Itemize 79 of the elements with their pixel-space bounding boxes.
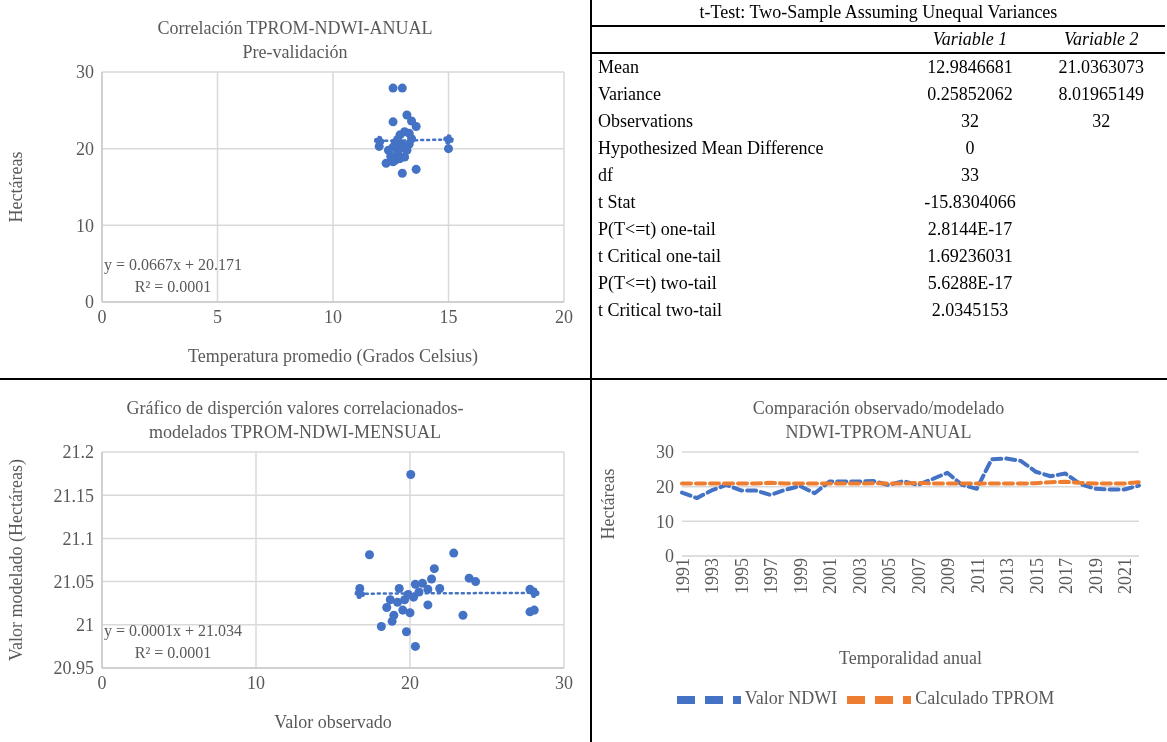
x-tick-label: 2019 [1085, 558, 1106, 594]
y-tick-label: 10 [76, 215, 94, 236]
y-tick-label: 20.95 [53, 658, 94, 679]
y-tick-label: 10 [656, 511, 674, 532]
x-tick-label: 1993 [702, 558, 723, 594]
category-label: t Critical two-tail [597, 299, 723, 322]
y-tick-label: 20 [76, 139, 94, 160]
category-label: Hypothesized Mean Difference [597, 137, 825, 160]
category-label: t Stat [597, 191, 637, 214]
category-label: df [597, 164, 614, 187]
legend-label: Valor NDWI [744, 688, 838, 709]
x-tick-label: 20 [555, 306, 573, 327]
data-label: 21.0363073 [1057, 56, 1146, 79]
y-tick-label: 30 [76, 62, 94, 83]
legend-label: Calculado TPROM [915, 688, 1055, 709]
x-tick-label: 2005 [879, 558, 900, 594]
x-axis-title: Temperatura promedio (Grados Celsius) [187, 346, 479, 367]
x-tick-label: 0 [97, 672, 107, 693]
x-tick-label: 2017 [1056, 558, 1077, 594]
x-tick-label: 2011 [967, 558, 988, 594]
data-label: 1.69236031 [926, 245, 1014, 268]
category-label: Variance [597, 83, 662, 106]
chart-title: Correlación TPROM-NDWI-ANUAL Pre-validación [156, 17, 434, 64]
data-label: 8.01965149 [1057, 83, 1146, 106]
category-label: Mean [597, 56, 640, 79]
data-label: 32 [960, 110, 980, 133]
x-tick-label: 10 [247, 672, 265, 693]
y-axis-title: Hectáreas [6, 151, 27, 223]
x-tick-label: 15 [439, 306, 458, 327]
annotation: R² = 0.0001 [133, 643, 213, 663]
category-label: P(T<=t) two-tail [597, 272, 718, 295]
data-label: 32 [1091, 110, 1112, 133]
x-tick-label: 2013 [997, 558, 1018, 594]
y-tick-label: 21.1 [62, 528, 94, 549]
x-tick-label: 1999 [790, 558, 811, 594]
text: Variable 1 [902, 26, 1038, 53]
x-tick-label: 2021 [1115, 558, 1136, 594]
annotation: y = 0.0001x + 21.034 [104, 621, 243, 642]
category-label: t Critical one-tail [597, 245, 722, 268]
data-label: 2.0345153 [930, 299, 1010, 322]
x-tick-label: 0 [97, 306, 107, 327]
x-axis-title: Temporalidad anual [838, 648, 983, 668]
x-tick-label: 20 [401, 672, 419, 693]
y-tick-label: 21 [76, 615, 94, 636]
y-tick-label: 0 [85, 292, 94, 313]
data-label: 12.9846681 [926, 56, 1014, 79]
y-axis-title: Valor modelado (Hectáreas) [6, 459, 28, 661]
chart-title: Comparación observado/modelado NDWI-TPROM-ANUAL [751, 397, 1006, 444]
data-label: 0.25852062 [926, 83, 1014, 106]
x-tick-label: 1991 [672, 558, 693, 594]
x-tick-label: 5 [213, 306, 222, 327]
x-tick-label: 2007 [908, 558, 929, 594]
x-tick-label: 1997 [761, 558, 782, 594]
category-label: P(T<=t) one-tail [597, 218, 717, 241]
x-tick-label: 2009 [938, 558, 959, 594]
x-tick-label: 2001 [820, 558, 841, 594]
data-label: 5.6288E-17 [926, 272, 1014, 295]
x-tick-label: 2015 [1026, 558, 1047, 594]
x-tick-label: 10 [324, 306, 342, 327]
x-tick-label: 30 [555, 672, 573, 693]
category-label: Observations [597, 110, 694, 133]
x-tick-label: 1995 [731, 558, 752, 594]
x-tick-label: 2003 [849, 558, 870, 594]
text: t-Test: Two-Sample Assuming Unequal Variances [592, 0, 1165, 26]
annotation: y = 0.0667x + 20.171 [104, 255, 243, 276]
text: Variable 2 [1037, 26, 1165, 53]
y-tick-label: 21.15 [53, 485, 94, 506]
data-label: 0 [964, 137, 976, 160]
y-axis-title: Hectáreas [598, 468, 619, 540]
data-label: 33 [960, 164, 980, 187]
x-axis-title: Valor observado [274, 712, 392, 732]
y-tick-label: 21.2 [62, 442, 94, 463]
y-tick-label: 20 [656, 477, 674, 498]
chart-title: Gráfico de disperción valores correlacionados- modelados TPROM-NDWI-MENSUAL [125, 397, 465, 444]
y-tick-label: 21.05 [53, 571, 94, 592]
data-label: 2.8144E-17 [926, 218, 1014, 241]
data-label: -15.8304066 [923, 191, 1017, 214]
y-tick-label: 30 [656, 442, 674, 463]
annotation: R² = 0.0001 [133, 277, 213, 297]
